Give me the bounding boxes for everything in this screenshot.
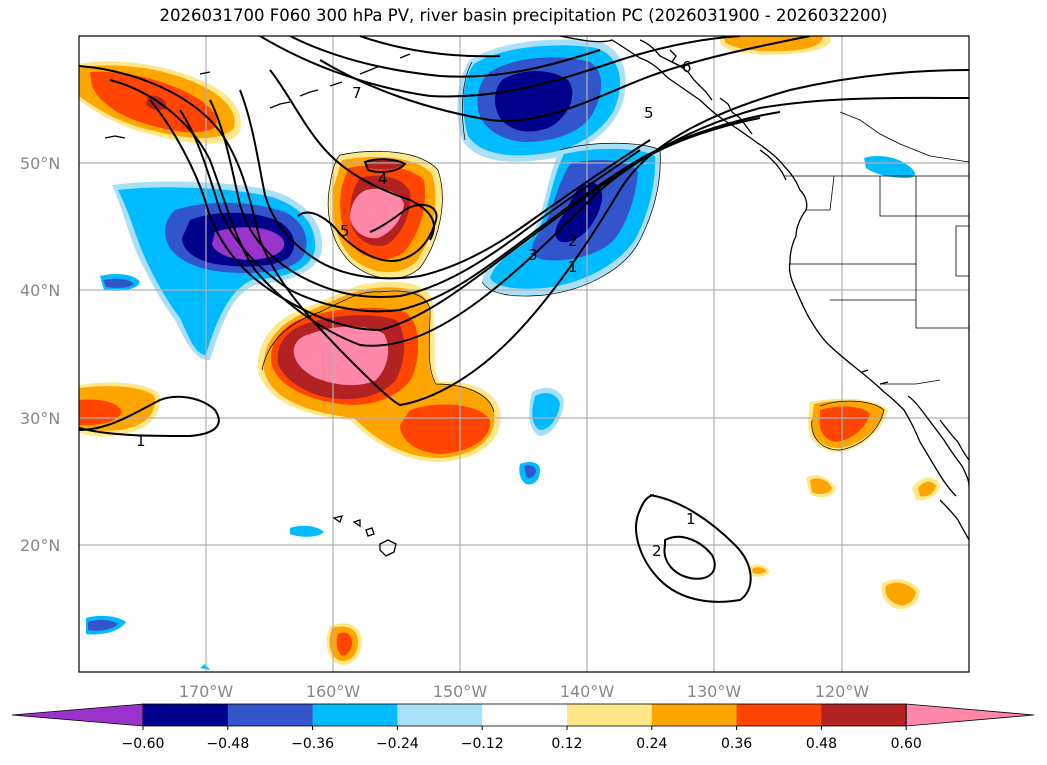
colorbar-tick-label: 0.60 xyxy=(891,736,922,752)
lat-label: 50°N xyxy=(20,154,60,173)
pv-contours xyxy=(79,36,969,603)
colorbar-segment xyxy=(312,704,398,726)
colorbar-segment xyxy=(651,704,738,726)
map-title: 2026031700 F060 300 hPa PV, river basin … xyxy=(159,6,888,25)
lon-label: 160°W xyxy=(306,682,361,701)
colorbar-extend-max xyxy=(905,703,1035,727)
colorbar-outline xyxy=(142,703,907,727)
lat-label: 30°N xyxy=(20,409,60,428)
lon-label: 130°W xyxy=(687,682,742,701)
contour-label: 5 xyxy=(644,104,654,122)
contour-label: 6 xyxy=(682,58,692,76)
colorbar-segment xyxy=(567,704,653,726)
colorbar-extend-min xyxy=(11,703,144,727)
lat-label: 20°N xyxy=(20,536,60,555)
colorbar-tick-label: −0.36 xyxy=(291,736,334,752)
graticule xyxy=(79,36,969,672)
colorbar-segment xyxy=(821,704,907,726)
contour-label: 2 xyxy=(652,542,662,560)
colorbar-tick-label: −0.60 xyxy=(122,736,165,752)
colorbar-segment xyxy=(227,704,314,726)
colorbar-tick-label: 0.12 xyxy=(551,736,582,752)
colorbar-tick-label: 0.36 xyxy=(721,736,752,752)
coastlines xyxy=(104,36,969,557)
lon-label: 140°W xyxy=(560,682,615,701)
lat-label: 40°N xyxy=(20,281,60,300)
contour-label: 7 xyxy=(352,84,362,102)
colorbar-tick-label: 0.48 xyxy=(806,736,837,752)
colorbar-segment xyxy=(482,704,568,726)
contour-label: 2 xyxy=(568,232,578,250)
colorbar-tick-label: 0.24 xyxy=(636,736,667,752)
positive-anomaly-c xyxy=(328,151,443,279)
contour-label: 1 xyxy=(136,432,146,450)
map-frame xyxy=(78,35,970,673)
colorbar-tick-label: −0.48 xyxy=(206,736,249,752)
contour-label: 1 xyxy=(568,258,578,276)
colorbar-segment xyxy=(397,704,483,726)
state-borders xyxy=(784,111,969,385)
contour-label: 1 xyxy=(686,510,696,528)
lon-label: 120°W xyxy=(815,682,870,701)
colorbar-segment xyxy=(143,704,229,726)
map-panel[interactable]: 7 6 5 4 5 3 2 1 1 1 2 xyxy=(79,36,969,672)
lon-label: 150°W xyxy=(433,682,488,701)
lon-label: 170°W xyxy=(179,682,234,701)
colorbar-tick-label: −0.24 xyxy=(376,736,419,752)
colorbar-segment xyxy=(736,704,822,726)
colorbar: −0.60 −0.48 −0.36 −0.24 −0.12 0.12 0.24 0.36 0.4… xyxy=(11,703,1035,752)
colorbar-tick-label: −0.12 xyxy=(461,736,504,752)
contour-labels: 7 6 5 4 5 3 2 1 1 1 2 xyxy=(136,58,696,560)
contour-label: 5 xyxy=(340,222,350,240)
contour-label: 3 xyxy=(528,246,538,264)
contour-label: 4 xyxy=(378,170,388,188)
